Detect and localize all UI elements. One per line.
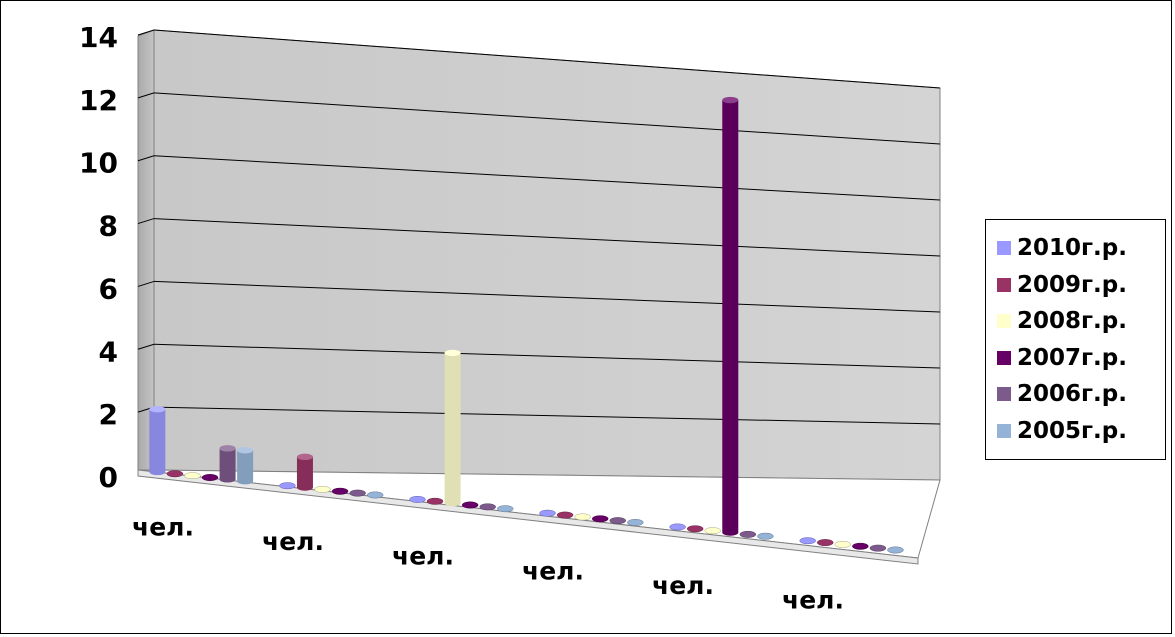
bar-zero [669, 523, 686, 531]
bar-top [722, 96, 739, 104]
legend-label: 2005г.р. [1017, 417, 1127, 444]
floor-edge [137, 469, 919, 565]
bar-top [237, 447, 254, 454]
bar-zero [757, 532, 774, 540]
bar-zero [834, 540, 852, 548]
bar-zero [704, 527, 721, 535]
bar [149, 409, 166, 476]
legend-item: 2009г.р. [986, 267, 1165, 304]
legend-label: 2006г.р. [1017, 381, 1127, 408]
gridline [153, 155, 941, 201]
bar-zero [366, 491, 384, 499]
y-tick-label: 2 [99, 398, 118, 431]
bar [444, 352, 461, 507]
bar-zero [184, 472, 201, 480]
bar-top [149, 406, 166, 413]
bar-zero [574, 513, 591, 521]
gridline-side [137, 343, 155, 350]
bar-zero [887, 546, 904, 554]
legend-item: 2010г.р. [986, 230, 1165, 267]
gridline [153, 92, 941, 145]
legend-item: 2006г.р. [986, 376, 1165, 413]
bar-zero [556, 511, 574, 519]
gridline-side [137, 280, 155, 287]
y-tick-label: 8 [99, 210, 118, 243]
bar-zero [166, 470, 184, 478]
legend-label: 2010г.р. [1017, 235, 1127, 262]
x-category-label: чел. [392, 542, 454, 571]
x-category-label: чел. [522, 556, 584, 585]
bar-zero [497, 505, 514, 513]
bar-zero [409, 495, 426, 503]
bar-top [444, 349, 461, 357]
bar [219, 448, 236, 483]
bar-zero [201, 474, 219, 481]
bar-zero [627, 519, 644, 526]
gridline-side [137, 29, 155, 36]
side-wall [137, 29, 155, 471]
bar-zero [816, 539, 834, 547]
gridline-side [137, 92, 155, 99]
legend-label: 2008г.р. [1017, 308, 1127, 335]
bar-zero [349, 489, 366, 497]
gridline [153, 343, 941, 369]
x-category-label: чел. [782, 586, 844, 615]
bar-zero [279, 482, 296, 490]
x-category-label: чел. [132, 512, 194, 541]
gridline-side [137, 218, 155, 225]
y-tick-label: 12 [79, 84, 118, 117]
legend-item: 2005г.р. [986, 413, 1165, 450]
gridline [153, 218, 941, 257]
legend-label: 2009г.р. [1017, 271, 1127, 298]
bar-zero [591, 515, 609, 523]
bar-zero [539, 509, 556, 517]
legend-swatch [997, 241, 1011, 256]
y-tick-label: 0 [99, 461, 118, 494]
bar-zero [426, 497, 444, 505]
legend-item: 2008г.р. [986, 303, 1165, 340]
y-tick-label: 14 [79, 21, 118, 54]
bar-zero [331, 487, 349, 495]
bar-zero [314, 485, 331, 493]
y-tick-label: 10 [79, 147, 118, 180]
legend-swatch [997, 314, 1011, 329]
back-wall [153, 29, 941, 481]
legend: 2010г.р. 2009г.р. 2008г.р. 2007г.р. 2006г.р.… [985, 219, 1166, 460]
legend-item: 2007г.р. [986, 340, 1165, 377]
bar [722, 100, 739, 536]
x-category-label: чел. [652, 571, 714, 600]
bar-zero [739, 530, 757, 538]
bar-zero [461, 501, 479, 509]
gridline-side [137, 155, 155, 162]
legend-label: 2007г.р. [1017, 344, 1127, 371]
legend-swatch [997, 423, 1011, 438]
gridline [153, 406, 941, 425]
y-tick-label: 4 [99, 335, 118, 368]
bar-top [296, 453, 313, 461]
gridline [153, 280, 941, 313]
legend-swatch [997, 387, 1011, 402]
legend-swatch [997, 350, 1011, 365]
bar-top [219, 445, 236, 452]
bar-zero [799, 537, 816, 545]
bar-zero [609, 517, 627, 525]
bar-zero [479, 503, 496, 511]
x-category-label: чел. [262, 527, 324, 556]
bar [237, 450, 254, 485]
y-tick-label: 6 [99, 272, 118, 305]
bar-zero [869, 544, 887, 552]
bar-zero [686, 525, 704, 533]
legend-swatch [997, 277, 1011, 292]
bar [296, 456, 313, 491]
bar-zero [852, 542, 869, 550]
gridline [153, 29, 941, 89]
